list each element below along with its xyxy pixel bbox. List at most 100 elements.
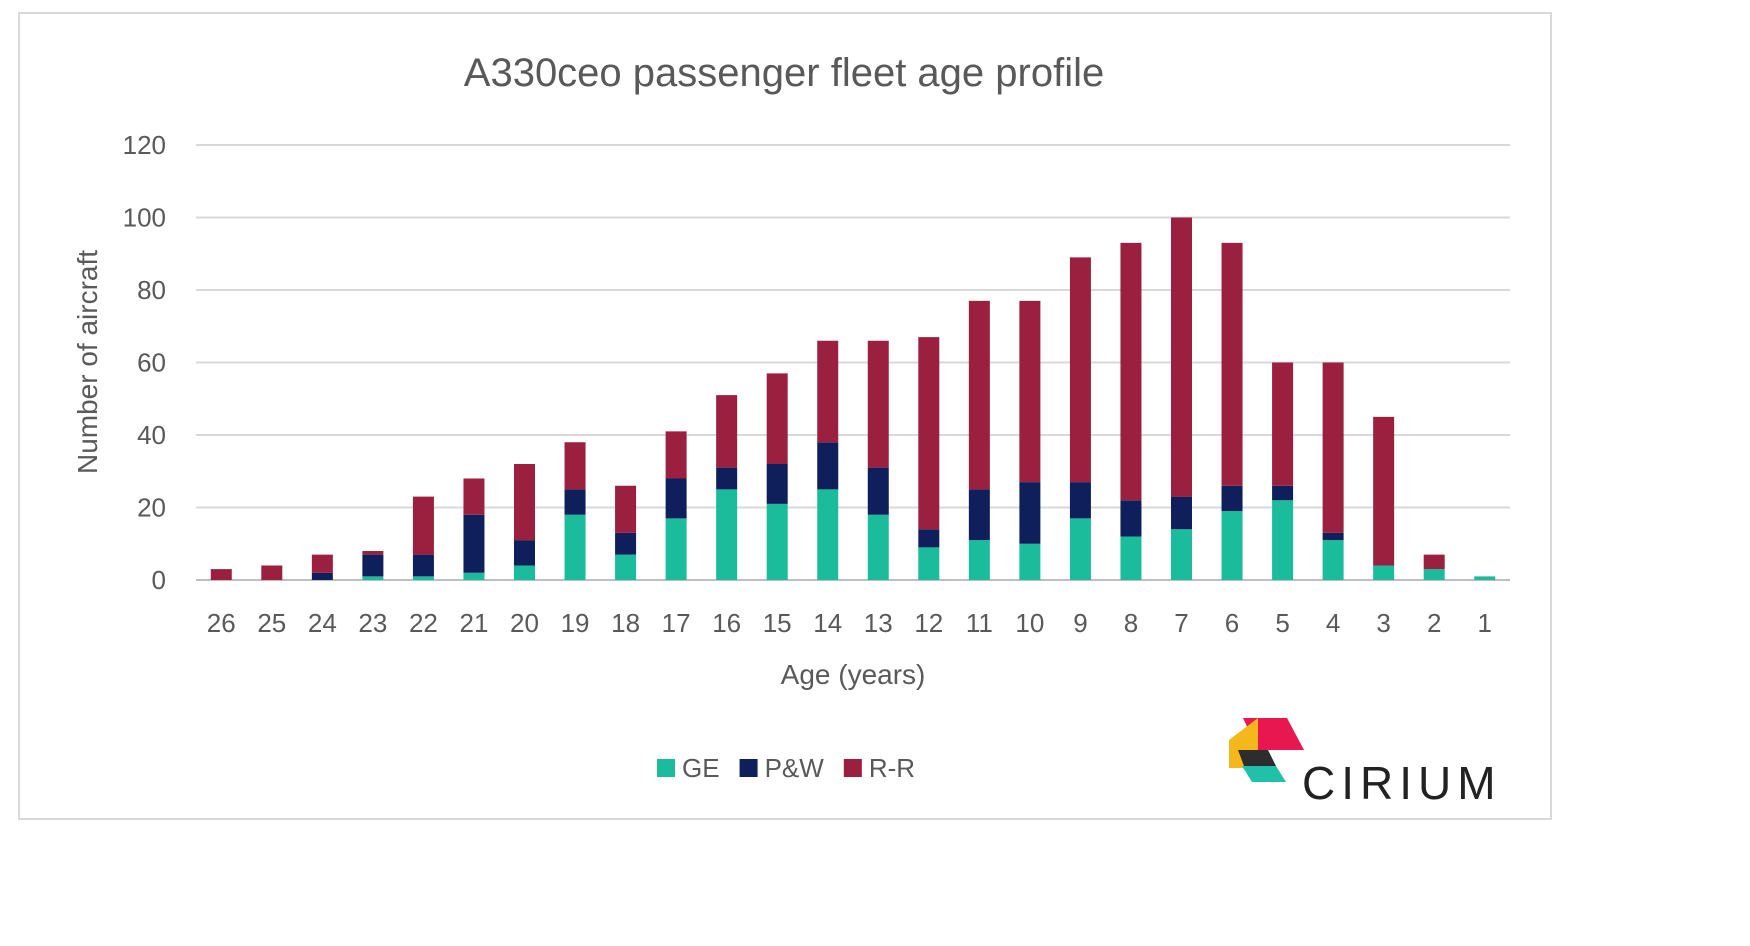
x-tick-label: 8 bbox=[1124, 608, 1138, 638]
x-axis-title: Age (years) bbox=[781, 659, 926, 690]
bar-ge-23 bbox=[362, 576, 384, 580]
x-tick-label: 18 bbox=[611, 608, 640, 638]
bar-rr-26 bbox=[210, 569, 232, 580]
bar-ge-3 bbox=[1373, 565, 1395, 580]
bar-ge-14 bbox=[817, 489, 839, 580]
x-tick-label: 26 bbox=[207, 608, 236, 638]
x-tick-label: 2 bbox=[1427, 608, 1441, 638]
bar-pw-10 bbox=[1019, 482, 1041, 544]
bar-rr-22 bbox=[412, 496, 434, 555]
x-tick-label: 19 bbox=[561, 608, 590, 638]
bar-ge-17 bbox=[665, 518, 687, 580]
x-tick-label: 16 bbox=[712, 608, 741, 638]
x-tick-label: 20 bbox=[510, 608, 539, 638]
bar-rr-16 bbox=[716, 395, 738, 468]
bar-pw-23 bbox=[362, 554, 384, 577]
bar-rr-21 bbox=[463, 478, 485, 515]
bar-pw-15 bbox=[766, 464, 788, 504]
bar-pw-7 bbox=[1171, 496, 1192, 530]
bar-pw-13 bbox=[867, 467, 889, 515]
logo-teal-shape bbox=[1242, 766, 1286, 782]
logo-text: CIRIUM bbox=[1302, 757, 1502, 809]
x-tick-label: 10 bbox=[1015, 608, 1044, 638]
legend-swatch bbox=[657, 759, 675, 777]
x-tick-label: 15 bbox=[763, 608, 792, 638]
logo-dark-shape bbox=[1238, 750, 1276, 766]
x-tick-label: 4 bbox=[1326, 608, 1340, 638]
x-tick-label: 21 bbox=[460, 608, 489, 638]
legend-label: GE bbox=[682, 753, 720, 783]
bar-ge-7 bbox=[1171, 529, 1192, 580]
bar-pw-24 bbox=[311, 572, 333, 580]
x-tick-label: 9 bbox=[1073, 608, 1087, 638]
y-tick-label: 100 bbox=[123, 203, 166, 233]
bar-rr-25 bbox=[261, 565, 283, 580]
x-tick-label: 14 bbox=[813, 608, 842, 638]
bar-pw-5 bbox=[1272, 485, 1294, 501]
y-tick-label: 0 bbox=[152, 565, 166, 595]
bar-pw-12 bbox=[918, 529, 940, 548]
x-tick-label: 25 bbox=[257, 608, 286, 638]
x-tick-label: 23 bbox=[358, 608, 387, 638]
bar-rr-3 bbox=[1373, 416, 1395, 566]
bar-pw-9 bbox=[1069, 482, 1091, 519]
bar-ge-2 bbox=[1423, 569, 1445, 580]
bar-pw-14 bbox=[817, 442, 839, 490]
bar-rr-4 bbox=[1322, 362, 1344, 533]
bar-rr-15 bbox=[766, 373, 788, 464]
bar-rr-20 bbox=[514, 464, 535, 541]
bar-rr-13 bbox=[867, 340, 889, 468]
legend-label: R-R bbox=[869, 753, 915, 783]
legend-swatch bbox=[739, 759, 758, 777]
cirium-logo: CIRIUM bbox=[1229, 718, 1502, 809]
bar-ge-13 bbox=[867, 514, 889, 580]
bar-rr-19 bbox=[564, 442, 586, 490]
bar-ge-5 bbox=[1272, 500, 1294, 580]
y-tick-label: 60 bbox=[137, 348, 166, 378]
bar-ge-8 bbox=[1120, 536, 1142, 580]
chart-title: A330ceo passenger fleet age profile bbox=[464, 51, 1104, 95]
bar-rr-17 bbox=[665, 431, 687, 479]
bar-rr-8 bbox=[1120, 242, 1142, 501]
bar-pw-22 bbox=[412, 554, 434, 577]
bar-ge-10 bbox=[1019, 543, 1041, 580]
bar-ge-19 bbox=[564, 514, 586, 580]
bar-ge-21 bbox=[463, 572, 485, 580]
x-tick-label: 6 bbox=[1225, 608, 1239, 638]
bar-ge-18 bbox=[615, 554, 637, 580]
bar-ge-20 bbox=[514, 565, 535, 580]
bar-pw-21 bbox=[463, 514, 485, 573]
bar-pw-18 bbox=[615, 532, 637, 555]
x-tick-label: 17 bbox=[662, 608, 691, 638]
bar-ge-22 bbox=[412, 576, 434, 580]
x-tick-label: 12 bbox=[914, 608, 943, 638]
bar-pw-20 bbox=[514, 540, 535, 566]
x-tick-label: 1 bbox=[1477, 608, 1491, 638]
bar-pw-8 bbox=[1120, 500, 1142, 537]
bar-rr-18 bbox=[615, 485, 637, 533]
bar-rr-2 bbox=[1423, 554, 1445, 570]
bar-ge-15 bbox=[766, 503, 788, 580]
bar-ge-1 bbox=[1474, 576, 1496, 580]
bar-rr-24 bbox=[311, 554, 333, 573]
y-tick-label: 120 bbox=[123, 130, 166, 160]
bar-pw-19 bbox=[564, 489, 586, 515]
y-tick-label: 20 bbox=[137, 493, 166, 523]
x-axis-ticks: 26 25 24 23 22 21 20 19 18 17 16 15 14 13 12 11 10 9 8 7 6 5 4… bbox=[207, 608, 1492, 638]
bar-pw-16 bbox=[716, 467, 738, 490]
x-tick-label: 13 bbox=[864, 608, 893, 638]
y-axis-title: Number of aircraft bbox=[72, 250, 103, 474]
bar-ge-6 bbox=[1221, 511, 1243, 580]
bars bbox=[210, 217, 1496, 580]
bar-rr-9 bbox=[1069, 257, 1091, 483]
bar-rr-6 bbox=[1221, 242, 1243, 486]
x-tick-label: 3 bbox=[1376, 608, 1390, 638]
legend: GE P&W R-R bbox=[657, 753, 915, 783]
bar-rr-5 bbox=[1272, 362, 1294, 486]
y-tick-label: 80 bbox=[137, 275, 166, 305]
bar-pw-6 bbox=[1221, 485, 1243, 512]
y-tick-label: 40 bbox=[137, 420, 166, 450]
legend-swatch bbox=[843, 759, 862, 777]
logo-pink-shape bbox=[1243, 718, 1304, 750]
